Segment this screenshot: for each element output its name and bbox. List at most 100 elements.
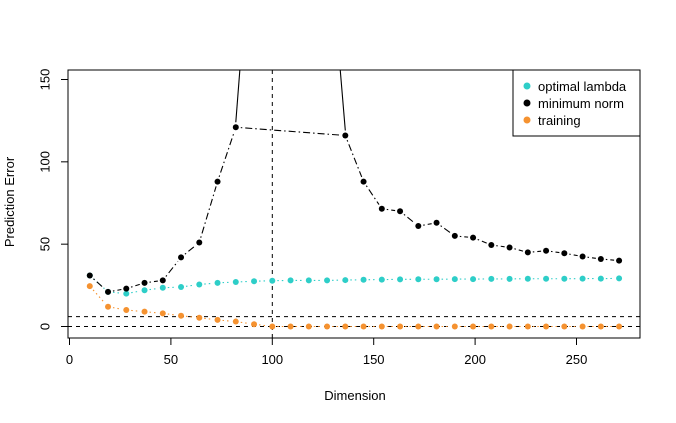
point-training [342, 323, 349, 330]
x-tick-label: 250 [566, 352, 588, 367]
series-line-minimum-norm [130, 283, 140, 288]
series-line-optimal-lambda [112, 291, 122, 294]
point-minimum-norm [378, 205, 385, 212]
point-minimum-norm [105, 288, 112, 295]
point-training [470, 323, 477, 330]
point-minimum-norm [214, 178, 221, 185]
point-training [488, 323, 495, 330]
series-line-optimal-lambda [204, 282, 213, 285]
series-lines [92, 70, 615, 328]
x-tick-label: 100 [261, 352, 283, 367]
series-line-training [167, 313, 177, 316]
x-axis-label: Dimension [324, 388, 385, 403]
x-axis: 0 50 100 150 200 250 [66, 337, 588, 367]
point-minimum-norm [397, 208, 404, 215]
point-minimum-norm [141, 279, 148, 286]
point-training [543, 323, 550, 330]
series-line-minimum-norm [346, 139, 363, 178]
point-training [378, 323, 385, 330]
point-optimal-lambda [397, 276, 404, 283]
series-line-minimum-norm [605, 258, 615, 261]
x-tick-label: 50 [164, 352, 178, 367]
series-line-minimum-norm [112, 288, 122, 292]
point-minimum-norm [196, 239, 203, 246]
series-line-training [185, 315, 195, 318]
series-line-training [204, 317, 213, 320]
point-optimal-lambda [141, 287, 148, 294]
point-training [141, 308, 148, 315]
point-minimum-norm [360, 178, 367, 185]
point-optimal-lambda [360, 276, 367, 283]
series-line-minimum-norm [496, 245, 505, 248]
point-optimal-lambda [451, 276, 458, 283]
series-line-training [131, 309, 140, 312]
point-minimum-norm [433, 219, 440, 226]
legend: optimal lambda minimum norm training [512, 69, 641, 137]
x-tick-label: 0 [66, 352, 73, 367]
point-training [214, 316, 221, 323]
point-optimal-lambda [506, 275, 513, 282]
point-optimal-lambda [251, 278, 258, 285]
point-optimal-lambda [616, 275, 623, 282]
point-optimal-lambda [470, 276, 477, 283]
point-optimal-lambda [415, 276, 422, 283]
series-line-training [112, 307, 122, 310]
legend-marker-minimum-norm [523, 99, 531, 107]
point-training [579, 323, 586, 330]
series-line-training [92, 289, 106, 304]
series-line-optimal-lambda [131, 290, 140, 294]
point-minimum-norm [561, 250, 568, 257]
series-line-optimal-lambda [149, 287, 158, 291]
point-training [269, 323, 276, 330]
point-training [597, 323, 604, 330]
series-line-minimum-norm [149, 280, 158, 283]
legend-label-minimum-norm: minimum norm [538, 96, 624, 111]
point-training [524, 323, 531, 330]
series-line-training [222, 319, 231, 322]
point-optimal-lambda [433, 276, 440, 283]
point-training [433, 323, 440, 330]
series-line-minimum-norm [200, 186, 217, 238]
point-training [251, 321, 258, 328]
point-training [159, 310, 166, 317]
point-minimum-norm [488, 241, 495, 248]
series-line-minimum-norm [569, 253, 578, 257]
series-line-minimum-norm [339, 70, 346, 131]
point-optimal-lambda [324, 277, 331, 284]
point-minimum-norm [159, 277, 166, 284]
series-line-minimum-norm [459, 235, 469, 238]
point-optimal-lambda [561, 275, 568, 282]
point-optimal-lambda [123, 290, 130, 297]
point-minimum-norm [342, 132, 349, 139]
point-optimal-lambda [488, 275, 495, 282]
point-training [86, 283, 93, 290]
series-line-minimum-norm [365, 185, 380, 205]
point-training [506, 323, 513, 330]
point-minimum-norm [597, 255, 604, 262]
point-training [415, 323, 422, 330]
series-line-minimum-norm [477, 238, 487, 244]
point-minimum-norm [543, 247, 550, 254]
legend-marker-training [523, 116, 531, 124]
series-line-minimum-norm [403, 213, 415, 224]
point-training [305, 323, 312, 330]
y-axis-label: Prediction Error [2, 156, 17, 247]
series-line-minimum-norm [235, 70, 241, 123]
series-line-minimum-norm [440, 225, 452, 234]
series-line-minimum-norm [423, 223, 432, 226]
point-training [287, 323, 294, 330]
legend-label-training: training [538, 113, 581, 128]
x-tick-label: 150 [363, 352, 385, 367]
point-training [105, 303, 112, 310]
series-line-minimum-norm [587, 256, 596, 259]
legend-box [512, 69, 641, 137]
point-minimum-norm [579, 253, 586, 260]
point-minimum-norm [232, 124, 239, 131]
point-optimal-lambda [597, 275, 604, 282]
series-line-training [258, 324, 268, 327]
point-minimum-norm [451, 232, 458, 239]
series-line-minimum-norm [240, 127, 341, 136]
point-training [451, 323, 458, 330]
point-optimal-lambda [305, 277, 312, 284]
